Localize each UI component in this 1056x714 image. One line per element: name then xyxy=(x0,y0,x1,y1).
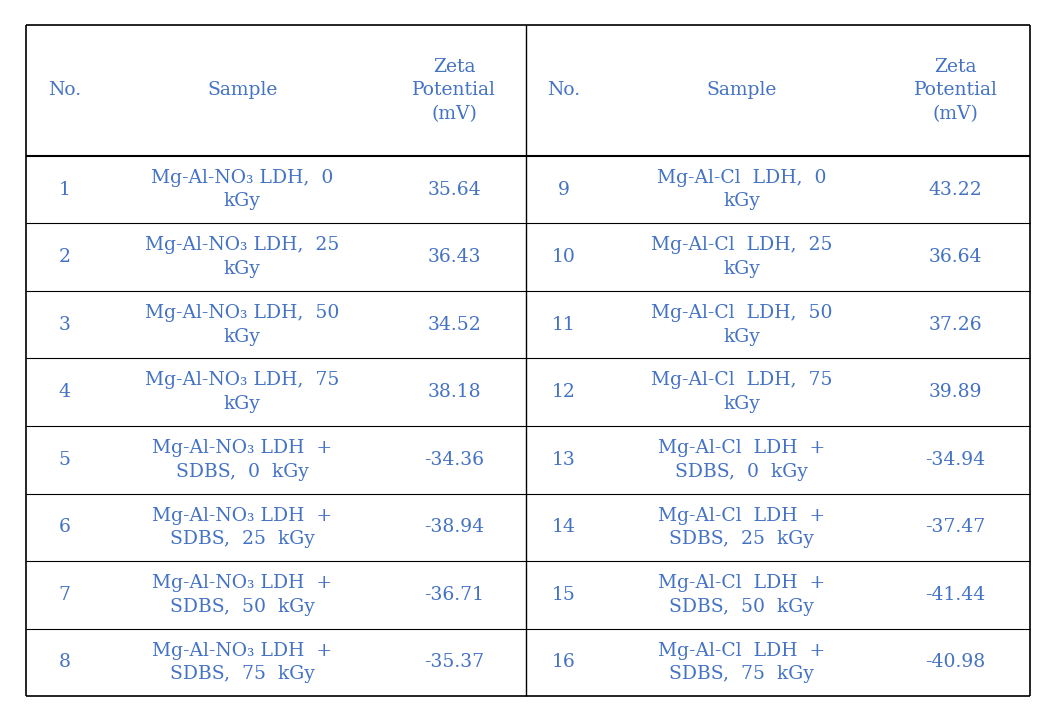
Text: 36.64: 36.64 xyxy=(929,248,982,266)
Text: 6: 6 xyxy=(58,518,71,536)
Text: 43.22: 43.22 xyxy=(929,181,982,198)
Text: Mg-Al-Cl  LDH,  50
kGy: Mg-Al-Cl LDH, 50 kGy xyxy=(652,304,832,346)
Text: 2: 2 xyxy=(58,248,71,266)
Text: Sample: Sample xyxy=(207,81,278,99)
Text: Mg-Al-NO₃ LDH  +
SDBS,  0  kGy: Mg-Al-NO₃ LDH + SDBS, 0 kGy xyxy=(152,439,333,481)
Text: 4: 4 xyxy=(58,383,71,401)
Text: 13: 13 xyxy=(552,451,576,469)
Text: 10: 10 xyxy=(552,248,576,266)
Text: No.: No. xyxy=(48,81,81,99)
Text: Mg-Al-NO₃ LDH  +
SDBS,  75  kGy: Mg-Al-NO₃ LDH + SDBS, 75 kGy xyxy=(152,642,333,683)
Text: 3: 3 xyxy=(58,316,71,333)
Text: 14: 14 xyxy=(552,518,576,536)
Text: -41.44: -41.44 xyxy=(925,586,986,604)
Text: -40.98: -40.98 xyxy=(925,653,986,671)
Text: -36.71: -36.71 xyxy=(425,586,484,604)
Text: 9: 9 xyxy=(558,181,570,198)
Text: 11: 11 xyxy=(552,316,576,333)
Text: -38.94: -38.94 xyxy=(425,518,484,536)
Text: Mg-Al-NO₃ LDH,  50
kGy: Mg-Al-NO₃ LDH, 50 kGy xyxy=(145,304,340,346)
Text: 12: 12 xyxy=(552,383,576,401)
Text: Mg-Al-Cl  LDH,  0
kGy: Mg-Al-Cl LDH, 0 kGy xyxy=(657,169,827,211)
Text: 16: 16 xyxy=(552,653,576,671)
Text: Mg-Al-NO₃ LDH,  25
kGy: Mg-Al-NO₃ LDH, 25 kGy xyxy=(145,236,340,278)
Text: Sample: Sample xyxy=(706,81,777,99)
Text: 15: 15 xyxy=(552,586,576,604)
Text: 35.64: 35.64 xyxy=(428,181,480,198)
Text: 34.52: 34.52 xyxy=(428,316,480,333)
Text: Mg-Al-Cl  LDH  +
SDBS,  0  kGy: Mg-Al-Cl LDH + SDBS, 0 kGy xyxy=(658,439,826,481)
Text: Mg-Al-Cl  LDH  +
SDBS,  50  kGy: Mg-Al-Cl LDH + SDBS, 50 kGy xyxy=(658,574,826,615)
Text: -34.36: -34.36 xyxy=(425,451,484,469)
Text: 38.18: 38.18 xyxy=(428,383,480,401)
Text: 37.26: 37.26 xyxy=(929,316,982,333)
Text: 8: 8 xyxy=(58,653,71,671)
Text: 1: 1 xyxy=(58,181,71,198)
Text: 7: 7 xyxy=(58,586,71,604)
Text: Mg-Al-NO₃ LDH  +
SDBS,  25  kGy: Mg-Al-NO₃ LDH + SDBS, 25 kGy xyxy=(152,506,333,548)
Text: -35.37: -35.37 xyxy=(425,653,484,671)
Text: -34.94: -34.94 xyxy=(926,451,985,469)
Text: 5: 5 xyxy=(58,451,71,469)
Text: Mg-Al-NO₃ LDH,  75
kGy: Mg-Al-NO₃ LDH, 75 kGy xyxy=(145,371,340,413)
Text: Mg-Al-Cl  LDH  +
SDBS,  25  kGy: Mg-Al-Cl LDH + SDBS, 25 kGy xyxy=(658,506,826,548)
Text: -37.47: -37.47 xyxy=(925,518,986,536)
Text: Mg-Al-Cl  LDH,  75
kGy: Mg-Al-Cl LDH, 75 kGy xyxy=(652,371,832,413)
Text: Mg-Al-NO₃ LDH,  0
kGy: Mg-Al-NO₃ LDH, 0 kGy xyxy=(151,169,334,211)
Text: Zeta
Potential
(mV): Zeta Potential (mV) xyxy=(913,58,998,123)
Text: No.: No. xyxy=(547,81,581,99)
Text: Mg-Al-NO₃ LDH  +
SDBS,  50  kGy: Mg-Al-NO₃ LDH + SDBS, 50 kGy xyxy=(152,574,333,615)
Text: 36.43: 36.43 xyxy=(428,248,480,266)
Text: Zeta
Potential
(mV): Zeta Potential (mV) xyxy=(412,58,496,123)
Text: Mg-Al-Cl  LDH,  25
kGy: Mg-Al-Cl LDH, 25 kGy xyxy=(652,236,832,278)
Text: 39.89: 39.89 xyxy=(929,383,982,401)
Text: Mg-Al-Cl  LDH  +
SDBS,  75  kGy: Mg-Al-Cl LDH + SDBS, 75 kGy xyxy=(658,642,826,683)
